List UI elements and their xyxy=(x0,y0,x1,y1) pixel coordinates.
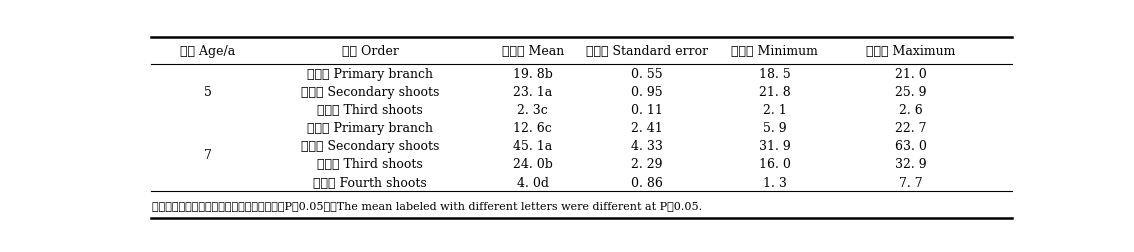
Text: 二级枝 Secondary shoots: 二级枝 Secondary shoots xyxy=(301,140,440,153)
Text: 18. 5: 18. 5 xyxy=(759,68,790,81)
Text: 12. 6c: 12. 6c xyxy=(514,122,552,135)
Text: 4. 0d: 4. 0d xyxy=(517,176,549,189)
Text: 四级枝 Fourth shoots: 四级枝 Fourth shoots xyxy=(313,176,428,189)
Text: 一级枝 Primary branch: 一级枝 Primary branch xyxy=(307,68,433,81)
Text: 32. 9: 32. 9 xyxy=(895,158,926,171)
Text: 7: 7 xyxy=(204,149,212,162)
Text: 最小値 Minimum: 最小値 Minimum xyxy=(731,45,818,58)
Text: 16. 0: 16. 0 xyxy=(759,158,790,171)
Text: 0. 11: 0. 11 xyxy=(632,104,663,117)
Text: 2. 1: 2. 1 xyxy=(763,104,786,117)
Text: 三级枝 Third shoots: 三级枝 Third shoots xyxy=(318,158,423,171)
Text: 21. 0: 21. 0 xyxy=(895,68,926,81)
Text: 5. 9: 5. 9 xyxy=(763,122,786,135)
Text: 三级枝 Third shoots: 三级枝 Third shoots xyxy=(318,104,423,117)
Text: 标准误 Standard error: 标准误 Standard error xyxy=(586,45,708,58)
Text: 2. 3c: 2. 3c xyxy=(517,104,548,117)
Text: 21. 8: 21. 8 xyxy=(759,86,790,99)
Text: 0. 95: 0. 95 xyxy=(632,86,663,99)
Text: 林龄 Age/a: 林龄 Age/a xyxy=(180,45,235,58)
Text: 19. 8b: 19. 8b xyxy=(513,68,552,81)
Text: 2. 6: 2. 6 xyxy=(899,104,923,117)
Text: 45. 1a: 45. 1a xyxy=(514,140,552,153)
Text: 0. 86: 0. 86 xyxy=(632,176,663,189)
Text: 1. 3: 1. 3 xyxy=(762,176,787,189)
Text: 2. 29: 2. 29 xyxy=(632,158,663,171)
Text: 31. 9: 31. 9 xyxy=(759,140,790,153)
Text: 23. 1a: 23. 1a xyxy=(514,86,552,99)
Text: 7. 7: 7. 7 xyxy=(899,176,923,189)
Text: 一级枝 Primary branch: 一级枝 Primary branch xyxy=(307,122,433,135)
Text: 25. 9: 25. 9 xyxy=(895,86,926,99)
Text: 24. 0b: 24. 0b xyxy=(513,158,552,171)
Text: 5: 5 xyxy=(204,86,212,99)
Text: 22. 7: 22. 7 xyxy=(895,122,926,135)
Text: 级别 Order: 级别 Order xyxy=(341,45,399,58)
Text: 63. 0: 63. 0 xyxy=(895,140,926,153)
Text: 0. 55: 0. 55 xyxy=(632,68,663,81)
Text: ①字母表示不同层次间叶面积的差异显著性（P＜0.05）。The mean labeled with different letters were differe: ①字母表示不同层次间叶面积的差异显著性（P＜0.05）。The mean lab… xyxy=(152,200,702,210)
Text: 平均値 Mean: 平均値 Mean xyxy=(501,45,564,58)
Text: 二级枝 Secondary shoots: 二级枝 Secondary shoots xyxy=(301,86,440,99)
Text: 4. 33: 4. 33 xyxy=(632,140,663,153)
Text: 最大値 Maximum: 最大値 Maximum xyxy=(866,45,956,58)
Text: 2. 41: 2. 41 xyxy=(632,122,663,135)
